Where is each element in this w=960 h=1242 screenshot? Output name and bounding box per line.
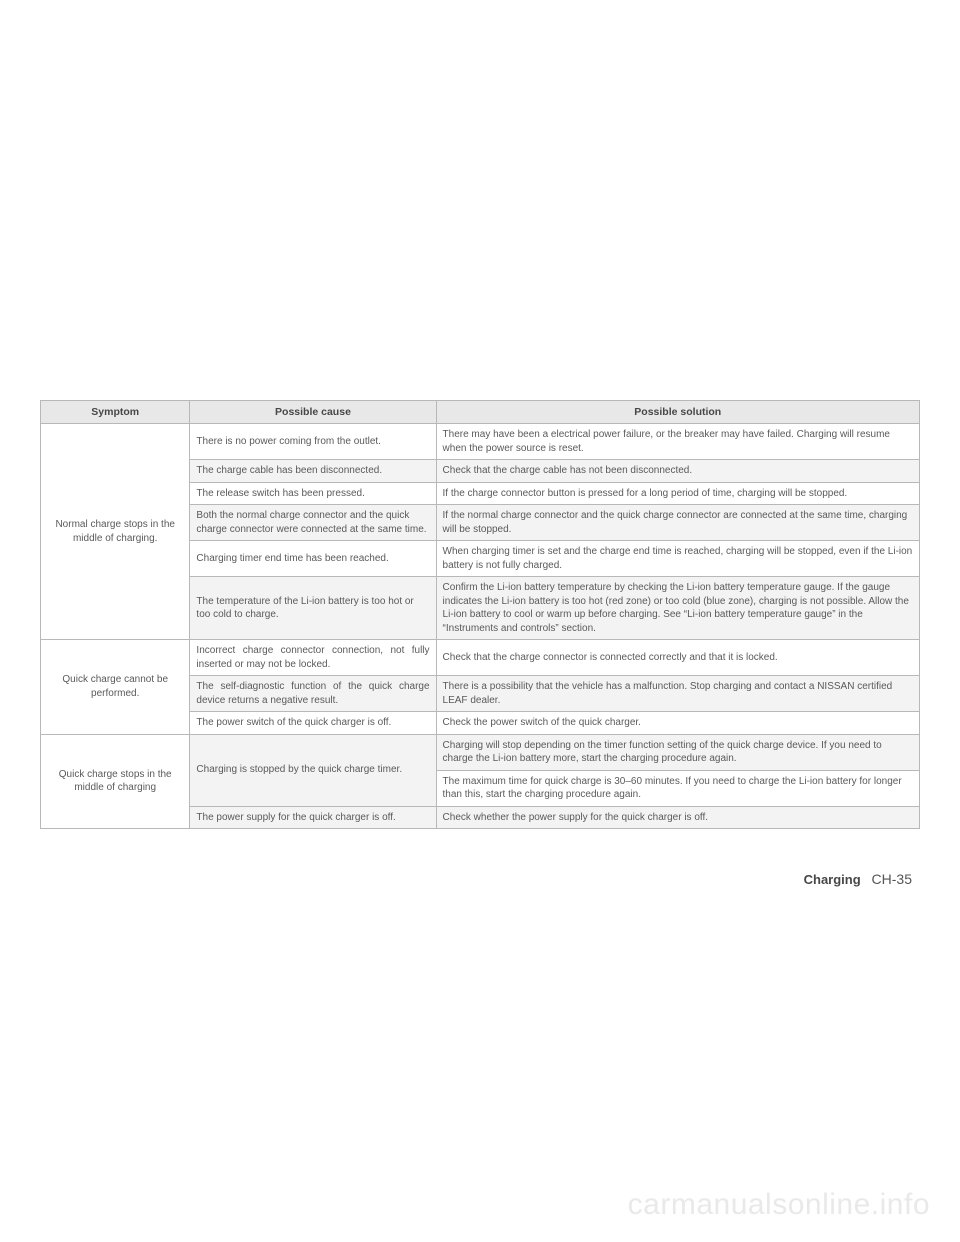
cause-cell: The temperature of the Li-ion battery is… (190, 577, 436, 640)
header-symptom: Symptom (41, 401, 190, 424)
solution-cell: Charging will stop depending on the time… (436, 734, 919, 770)
page-content: Symptom Possible cause Possible solution… (0, 0, 960, 829)
header-cause: Possible cause (190, 401, 436, 424)
solution-cell: Check that the charge connector is conne… (436, 640, 919, 676)
table-header-row: Symptom Possible cause Possible solution (41, 401, 920, 424)
cause-cell: Incorrect charge connector connection, n… (190, 640, 436, 676)
header-solution: Possible solution (436, 401, 919, 424)
cause-cell: The self-diagnostic function of the quic… (190, 676, 436, 712)
solution-cell: Check whether the power supply for the q… (436, 806, 919, 829)
cause-cell: The power supply for the quick charger i… (190, 806, 436, 829)
section-name: Charging (804, 872, 861, 887)
troubleshooting-table: Symptom Possible cause Possible solution… (40, 400, 920, 829)
solution-cell: The maximum time for quick charge is 30–… (436, 770, 919, 806)
cause-cell: Charging timer end time has been reached… (190, 541, 436, 577)
table-row: Normal charge stops in the middle of cha… (41, 424, 920, 460)
solution-cell: When charging timer is set and the charg… (436, 541, 919, 577)
symptom-cell: Normal charge stops in the middle of cha… (41, 424, 190, 640)
cause-cell: Charging is stopped by the quick charge … (190, 734, 436, 806)
cause-cell: Both the normal charge connector and the… (190, 505, 436, 541)
solution-cell: There is a possibility that the vehicle … (436, 676, 919, 712)
table-row: Quick charge cannot be performed. Incorr… (41, 640, 920, 676)
solution-cell: Check that the charge cable has not been… (436, 460, 919, 483)
symptom-cell: Quick charge stops in the middle of char… (41, 734, 190, 829)
symptom-cell: Quick charge cannot be performed. (41, 640, 190, 735)
watermark-text: carmanualsonline.info (628, 1188, 930, 1222)
cause-cell: The release switch has been pressed. (190, 482, 436, 505)
cause-cell: The power switch of the quick charger is… (190, 712, 436, 735)
solution-cell: If the normal charge connector and the q… (436, 505, 919, 541)
page-footer: Charging CH-35 (804, 871, 912, 887)
solution-cell: Confirm the Li-ion battery temperature b… (436, 577, 919, 640)
table-body: Normal charge stops in the middle of cha… (41, 424, 920, 829)
solution-cell: There may have been a electrical power f… (436, 424, 919, 460)
cause-cell: The charge cable has been disconnected. (190, 460, 436, 483)
page-number: CH-35 (872, 871, 912, 887)
cause-cell: There is no power coming from the outlet… (190, 424, 436, 460)
solution-cell: Check the power switch of the quick char… (436, 712, 919, 735)
table-row: Quick charge stops in the middle of char… (41, 734, 920, 770)
solution-cell: If the charge connector button is presse… (436, 482, 919, 505)
